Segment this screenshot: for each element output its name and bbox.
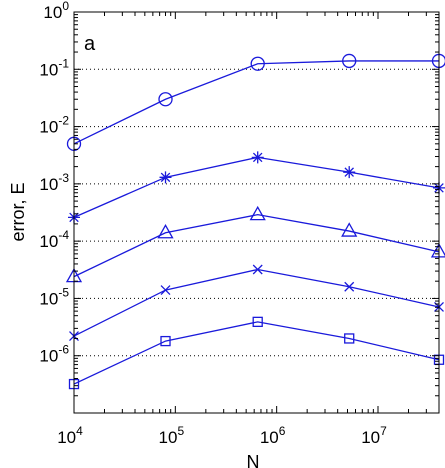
cross-marker	[252, 264, 263, 275]
circle-marker	[342, 53, 357, 69]
circle-marker	[158, 92, 173, 107]
y-tick-label: 10-4	[39, 228, 69, 251]
y-tick-label: 10-1	[39, 56, 69, 79]
square-marker	[160, 335, 171, 347]
data-series	[65, 53, 445, 390]
triangle-marker	[157, 223, 174, 239]
square-series	[68, 316, 445, 390]
square-marker	[344, 333, 355, 344]
y-tick-label: 10-2	[39, 114, 69, 137]
square-marker	[252, 316, 263, 328]
asterisk-series	[68, 151, 445, 224]
series-line	[73, 60, 439, 145]
series-line	[73, 321, 440, 385]
y-tick-label: 10-6	[39, 343, 69, 366]
x-tick-label: 106	[260, 424, 286, 447]
asterisk-marker	[159, 171, 172, 184]
circle-series	[66, 53, 445, 151]
y-tick-label: 10-3	[39, 171, 69, 194]
cross-marker	[160, 285, 171, 296]
y-tick-label: 10-5	[39, 285, 69, 308]
grid-lines	[74, 68, 439, 357]
x-tick-label: 107	[361, 424, 387, 447]
cross-marker	[344, 281, 355, 292]
triangle-marker	[341, 222, 358, 237]
asterisk-marker	[251, 151, 264, 164]
axis-ticks	[73, 12, 440, 414]
x-axis-label: N	[247, 452, 260, 468]
cross-series	[69, 264, 444, 342]
plot-frame	[73, 11, 440, 414]
triangle-marker	[249, 205, 266, 221]
x-tick-label: 105	[159, 424, 185, 447]
y-axis-label: error, E	[8, 182, 28, 241]
asterisk-marker	[343, 166, 356, 179]
x-tick-label: 104	[57, 424, 83, 447]
circle-marker	[250, 56, 265, 71]
panel-label: a	[84, 33, 96, 55]
y-tick-label: 100	[43, 0, 69, 22]
series-line	[73, 213, 440, 278]
tick-labels: 100 10-1 10-2 10-3 10-4 10-5 10-6 104 105 106 107	[39, 0, 387, 447]
